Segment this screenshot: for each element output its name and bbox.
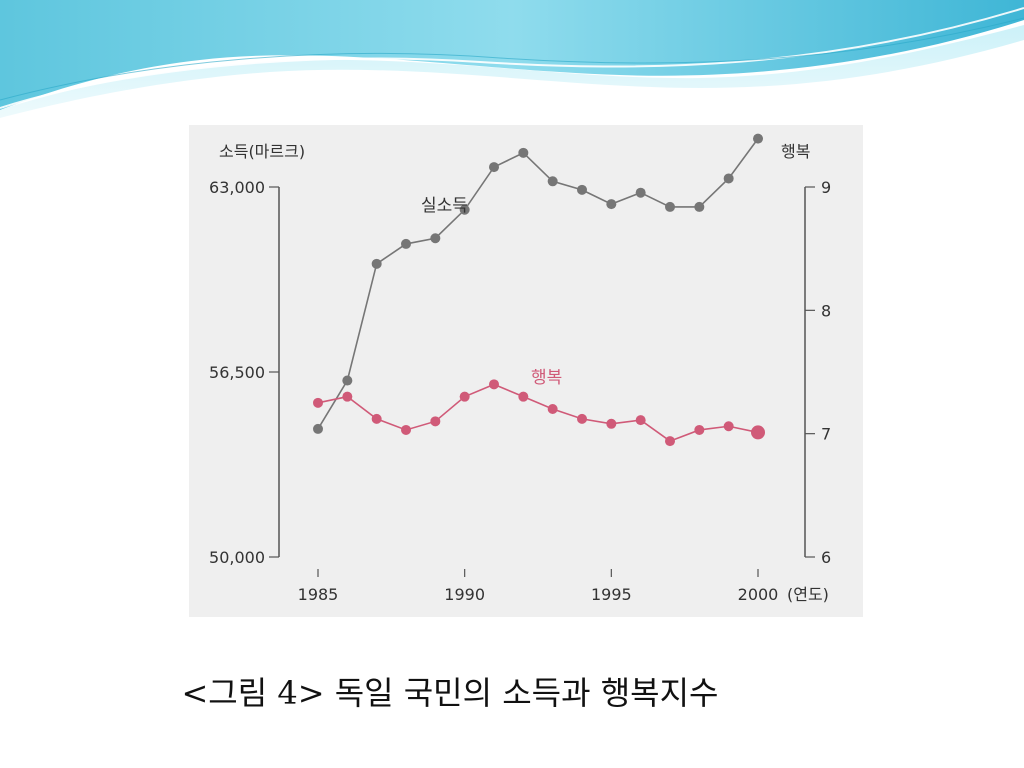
happiness-data-point bbox=[518, 391, 529, 402]
happiness-data-point bbox=[371, 413, 382, 424]
income-data-point bbox=[635, 187, 646, 198]
income-data-point bbox=[518, 147, 529, 158]
income-data-point bbox=[489, 162, 499, 173]
x-tick-label: 1990 bbox=[444, 585, 485, 604]
income-series-label: 실소득 bbox=[421, 196, 468, 216]
happiness-data-point bbox=[694, 424, 705, 435]
y-left-tick-label: 56,500 bbox=[209, 363, 265, 382]
income-data-point bbox=[401, 238, 411, 249]
income-data-point bbox=[313, 423, 323, 434]
y-right-tick-label: 6 bbox=[821, 548, 831, 567]
x-tick-label: 1995 bbox=[591, 585, 632, 604]
income-data-point bbox=[606, 199, 617, 210]
income-data-point bbox=[665, 201, 675, 212]
happiness-data-point bbox=[547, 404, 558, 414]
happiness-data-point bbox=[313, 397, 323, 408]
happiness-series-label: 행복 bbox=[531, 368, 562, 388]
y-right-tick-label: 9 bbox=[821, 178, 831, 197]
income-data-point bbox=[577, 184, 587, 195]
x-axis-title: (연도) bbox=[787, 585, 829, 604]
happiness-data-point bbox=[577, 413, 587, 424]
happiness-data-point bbox=[489, 379, 499, 390]
chart-frame: 소득(마르크) 행복 (연도) 50,000 56,500 63,000 6 7 8 9 19… bbox=[189, 125, 863, 617]
y-right-tick-label: 8 bbox=[821, 301, 831, 320]
chart-svg: 소득(마르크) 행복 (연도) 50,000 56,500 63,000 6 7 8 9 19… bbox=[189, 125, 863, 617]
happiness-series-line bbox=[317, 383, 759, 442]
happiness-data-point bbox=[606, 418, 617, 429]
x-tick-label: 2000 bbox=[738, 585, 779, 604]
y-left-tick-label: 50,000 bbox=[209, 548, 265, 567]
happiness-data-point bbox=[635, 415, 646, 426]
income-data-point bbox=[694, 201, 705, 212]
happiness-data-point bbox=[751, 425, 765, 440]
income-data-point bbox=[342, 375, 353, 386]
y-right-tick-label: 7 bbox=[821, 425, 831, 444]
happiness-data-point bbox=[430, 416, 441, 427]
income-data-point bbox=[723, 173, 734, 184]
income-data-point bbox=[547, 176, 558, 187]
happiness-data-point bbox=[342, 391, 353, 402]
y-right-axis-title: 행복 bbox=[781, 142, 810, 161]
happiness-data-point bbox=[665, 436, 675, 447]
x-tick-label: 1985 bbox=[298, 585, 339, 604]
income-data-point bbox=[753, 133, 763, 144]
income-data-point bbox=[430, 233, 441, 244]
income-series-line bbox=[317, 138, 759, 430]
happiness-data-point bbox=[401, 424, 411, 435]
happiness-data-point bbox=[723, 421, 734, 432]
income-data-point bbox=[459, 204, 470, 215]
chart-background bbox=[189, 125, 863, 617]
figure-caption: <그림 4> 독일 국민의 소득과 행복지수 bbox=[181, 674, 719, 712]
happiness-data-point bbox=[459, 391, 470, 402]
income-data-point bbox=[371, 258, 382, 269]
slide-header-wave bbox=[0, 0, 1024, 118]
y-left-axis-title: 소득(마르크) bbox=[219, 142, 305, 161]
y-left-tick-label: 63,000 bbox=[209, 178, 265, 197]
